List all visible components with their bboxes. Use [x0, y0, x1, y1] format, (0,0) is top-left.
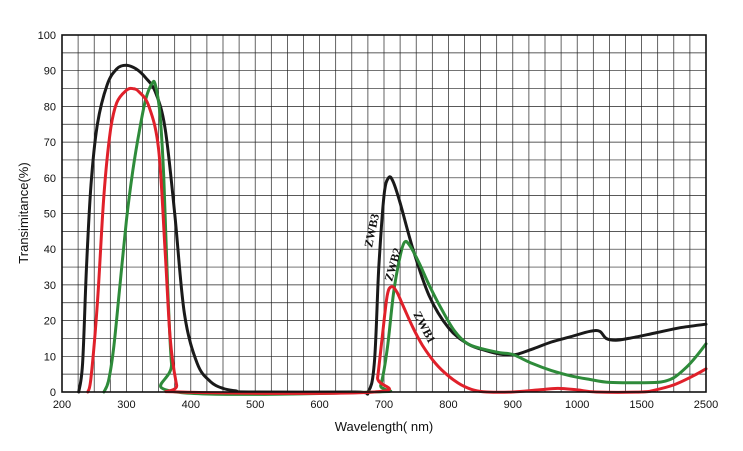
y-tick-label: 10 [44, 351, 56, 363]
x-tick-label: 900 [504, 399, 522, 411]
x-tick-label: 400 [182, 399, 200, 411]
x-tick-label: 1500 [629, 399, 653, 411]
series-label-zwb1: ZWB1 [410, 309, 438, 346]
x-axis-ticks: 200 300 400 500 600 700 800 900 1000 1500 2500 [53, 399, 718, 411]
y-tick-label: 30 [44, 280, 56, 292]
series-line-zwb2 [102, 79, 708, 396]
x-tick-label: 800 [439, 399, 457, 411]
y-tick-label: 60 [44, 173, 56, 185]
series-line-zwb1 [86, 86, 708, 395]
y-tick-label: 70 [44, 137, 56, 149]
plot-frame [61, 34, 707, 393]
x-tick-label: 1000 [565, 399, 589, 411]
y-tick-label: 80 [44, 101, 56, 113]
series-label-zwb2: ZWB2 [381, 246, 404, 283]
x-tick-label: 600 [310, 399, 328, 411]
series-line-zwb3 [77, 63, 708, 396]
y-tick-label: 50 [44, 209, 56, 221]
y-tick-label: 0 [50, 387, 56, 399]
y-tick-label: 40 [44, 244, 56, 256]
x-tick-label: 200 [53, 399, 71, 411]
series-label-zwb3: ZWB3 [361, 212, 382, 248]
x-tick-label: 700 [375, 399, 393, 411]
x-tick-label: 2500 [694, 399, 718, 411]
y-tick-label: 100 [38, 30, 56, 42]
curves [77, 63, 708, 396]
y-axis-label: Transimitance(%) [16, 162, 31, 263]
x-tick-label: 300 [117, 399, 135, 411]
x-tick-label: 500 [246, 399, 264, 411]
x-axis-label: Wavelength( nm) [335, 419, 434, 434]
y-tick-label: 90 [44, 66, 56, 78]
y-axis-ticks: 0 10 20 30 40 50 60 70 80 90 100 [38, 30, 56, 399]
y-tick-label: 20 [44, 316, 56, 328]
